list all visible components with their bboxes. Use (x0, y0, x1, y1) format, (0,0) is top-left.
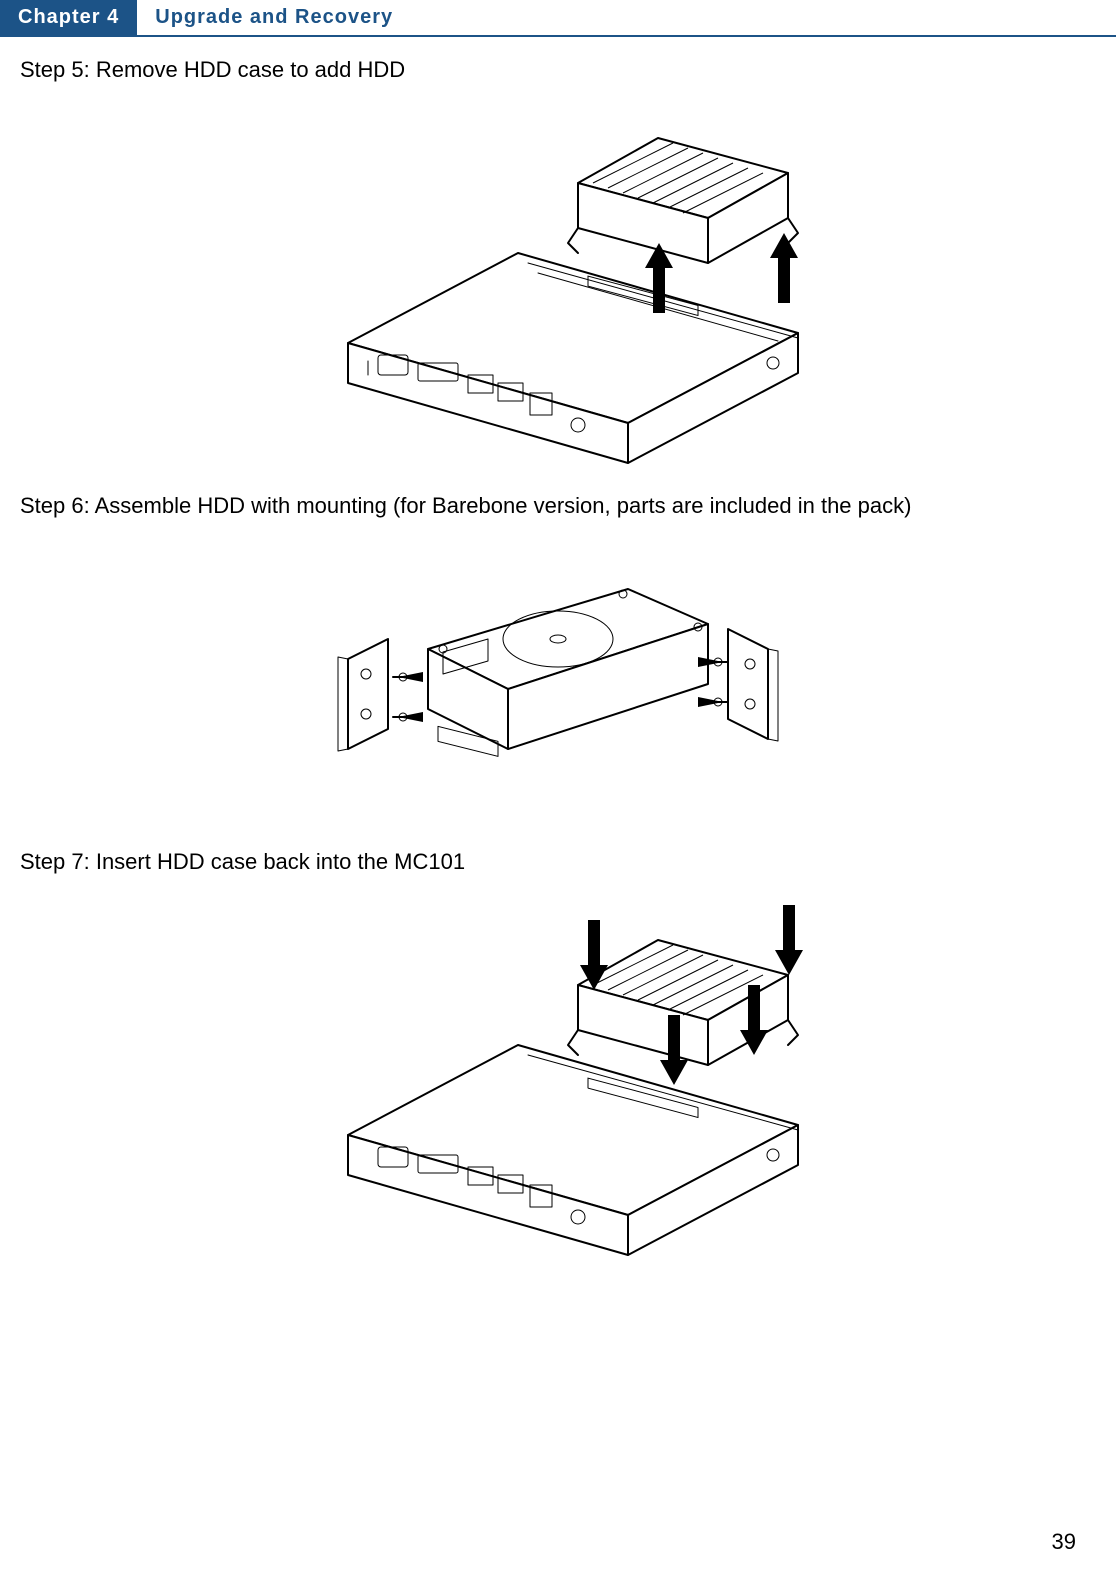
chapter-title: Upgrade and Recovery (137, 0, 411, 35)
screw-arrow-icon (393, 712, 423, 722)
down-arrow-icon (775, 905, 803, 975)
hdd-body (428, 589, 708, 756)
chapter-number-box: Chapter 4 (0, 0, 137, 35)
chapter-label: Chapter 4 (18, 6, 119, 28)
hdd-remove-diagram (278, 93, 838, 473)
up-arrow-icon (770, 233, 798, 303)
page-content: Step 5: Remove HDD case to add HDD (0, 57, 1116, 1265)
figure-7 (20, 885, 1096, 1265)
step-5-text: Step 5: Remove HDD case to add HDD (20, 57, 1096, 83)
hdd-insert-diagram (278, 885, 838, 1265)
hdd-assemble-diagram (288, 529, 828, 829)
chapter-header: Chapter 4 Upgrade and Recovery (0, 0, 1116, 37)
figure-5 (20, 93, 1096, 473)
right-bracket (728, 629, 778, 741)
page-number: 39 (1052, 1529, 1076, 1555)
step-7-text: Step 7: Insert HDD case back into the MC… (20, 849, 1096, 875)
screw-arrow-icon (698, 657, 728, 667)
screw-arrow-icon (393, 672, 423, 682)
screw-arrow-icon (698, 697, 728, 707)
left-bracket (338, 639, 388, 751)
step-6-text: Step 6: Assemble HDD with mounting (for … (20, 493, 1096, 519)
figure-6 (20, 529, 1096, 829)
